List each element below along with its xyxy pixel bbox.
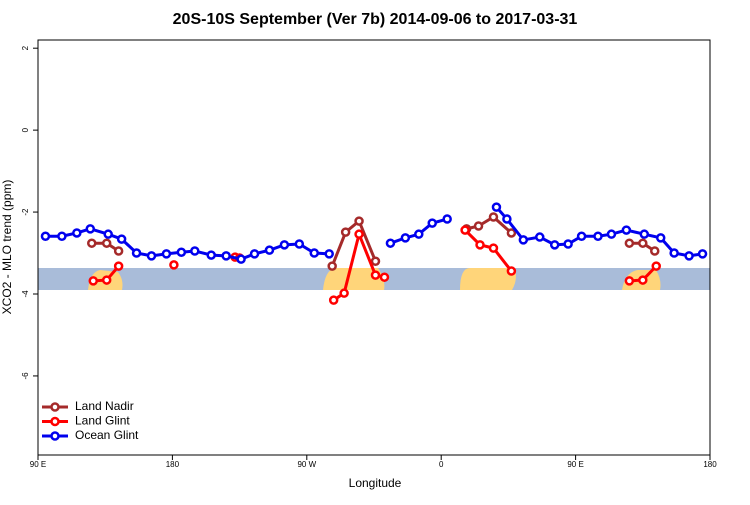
data-point xyxy=(85,224,96,234)
legend-label: Land Nadir xyxy=(75,399,134,413)
data-point xyxy=(621,225,632,235)
data-point xyxy=(442,214,452,224)
data-point xyxy=(340,227,351,237)
data-point xyxy=(506,228,517,238)
y-tick-label: -6 xyxy=(21,372,30,380)
data-point xyxy=(379,272,390,282)
data-point xyxy=(460,225,470,235)
data-point xyxy=(101,275,112,285)
data-point xyxy=(294,239,305,249)
data-point xyxy=(87,238,97,248)
x-tick-label: 90 E xyxy=(30,460,46,469)
data-point xyxy=(131,248,142,258)
y-tick-label: 2 xyxy=(21,45,30,50)
y-tick-label: -2 xyxy=(21,208,30,216)
land-patch xyxy=(460,268,516,290)
data-point xyxy=(354,229,364,239)
data-point xyxy=(649,246,660,256)
data-point xyxy=(190,246,200,256)
data-point xyxy=(354,216,364,226)
data-point xyxy=(624,276,635,286)
data-point xyxy=(593,231,603,241)
data-point xyxy=(324,249,334,259)
data-point xyxy=(576,231,587,241)
data-point xyxy=(385,238,396,248)
legend-label: Land Glint xyxy=(75,414,130,428)
series-line xyxy=(45,206,703,261)
data-point xyxy=(639,229,650,239)
data-point xyxy=(370,270,381,280)
data-point xyxy=(638,238,648,248)
chart-title: 20S-10S September (Ver 7b) 2014-09-06 to… xyxy=(173,11,578,28)
data-point xyxy=(518,235,529,245)
data-point xyxy=(328,295,339,305)
x-tick-label: 90 E xyxy=(567,460,583,469)
x-axis-label: Longitude xyxy=(349,476,402,490)
data-point xyxy=(57,231,67,241)
data-point xyxy=(206,250,216,260)
data-point xyxy=(638,275,648,285)
data-point xyxy=(475,240,485,250)
data-point xyxy=(473,221,484,231)
data-point xyxy=(309,248,320,258)
data-point xyxy=(279,240,290,250)
data-point xyxy=(370,256,381,266)
plot-frame xyxy=(37,39,711,456)
data-point xyxy=(535,232,545,242)
data-point xyxy=(502,214,512,224)
data-point xyxy=(236,254,246,264)
data-point xyxy=(113,246,124,256)
data-point xyxy=(116,234,127,244)
y-tick-label: 0 xyxy=(21,127,30,132)
data-point xyxy=(684,251,694,261)
data-point xyxy=(103,229,113,239)
data-point xyxy=(113,261,124,271)
data-point xyxy=(506,266,517,276)
y-axis-label: XCO2 - MLO trend (ppm) xyxy=(0,180,14,315)
data-point xyxy=(697,249,708,259)
data-point xyxy=(488,243,499,253)
legend-marker xyxy=(50,431,60,441)
data-point xyxy=(606,229,617,239)
y-tick-label: -4 xyxy=(21,290,30,298)
x-tick-label: 0 xyxy=(439,460,444,469)
data-point xyxy=(651,261,661,271)
x-tick-label: 180 xyxy=(166,460,180,469)
data-point xyxy=(101,238,112,248)
legend-label: Ocean Glint xyxy=(75,428,139,442)
data-point xyxy=(563,239,573,249)
legend-marker xyxy=(50,402,60,412)
data-point xyxy=(72,228,82,238)
data-point xyxy=(414,229,424,239)
x-tick-label: 90 W xyxy=(297,460,316,469)
data-point xyxy=(669,248,679,258)
data-point xyxy=(146,251,157,261)
data-point xyxy=(427,218,437,228)
data-point xyxy=(327,261,337,271)
land-patch xyxy=(323,268,385,290)
data-point xyxy=(264,245,275,255)
data-point xyxy=(40,231,51,241)
data-point xyxy=(161,249,172,259)
data-point xyxy=(549,240,560,250)
data-point xyxy=(249,249,260,259)
data-point xyxy=(624,238,635,248)
data-point xyxy=(488,212,499,222)
data-point xyxy=(655,233,666,243)
data-point xyxy=(491,202,502,212)
data-point xyxy=(339,288,349,298)
data-point xyxy=(400,233,411,243)
data-point xyxy=(176,247,187,257)
x-tick-label: 180 xyxy=(703,460,717,469)
data-point xyxy=(88,276,99,286)
data-point xyxy=(221,251,231,261)
legend-marker xyxy=(50,416,60,427)
data-point xyxy=(169,260,179,270)
